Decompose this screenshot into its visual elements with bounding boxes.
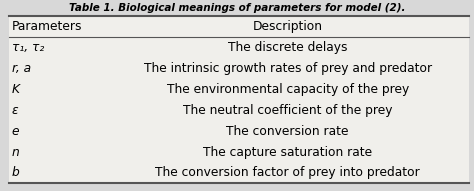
Text: The environmental capacity of the prey: The environmental capacity of the prey — [166, 83, 409, 96]
Text: ε: ε — [12, 104, 18, 117]
Bar — [9, 16, 469, 183]
Text: The discrete delays: The discrete delays — [228, 41, 347, 54]
Text: b: b — [12, 166, 19, 179]
Text: τ₁, τ₂: τ₁, τ₂ — [12, 41, 44, 54]
Text: The neutral coefficient of the prey: The neutral coefficient of the prey — [183, 104, 392, 117]
Text: Parameters: Parameters — [12, 20, 82, 33]
Text: The intrinsic growth rates of prey and predator: The intrinsic growth rates of prey and p… — [144, 62, 432, 75]
Text: Description: Description — [253, 20, 323, 33]
Text: The capture saturation rate: The capture saturation rate — [203, 146, 372, 159]
Text: K: K — [12, 83, 20, 96]
Text: r, a: r, a — [12, 62, 31, 75]
Text: n: n — [12, 146, 19, 159]
Text: Table 1. Biological meanings of parameters for model (2).: Table 1. Biological meanings of paramete… — [69, 3, 405, 13]
Text: The conversion rate: The conversion rate — [227, 125, 349, 138]
Text: e: e — [12, 125, 19, 138]
Text: The conversion factor of prey into predator: The conversion factor of prey into preda… — [155, 166, 420, 179]
